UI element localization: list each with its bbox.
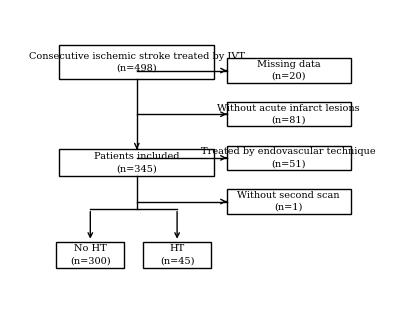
FancyBboxPatch shape xyxy=(59,149,214,176)
Text: Missing data
(n=20): Missing data (n=20) xyxy=(257,60,320,81)
Text: No HT
(n=300): No HT (n=300) xyxy=(70,244,111,265)
FancyBboxPatch shape xyxy=(56,242,124,268)
Text: Patients included
(n=345): Patients included (n=345) xyxy=(94,152,180,173)
FancyBboxPatch shape xyxy=(227,102,351,126)
Text: HT
(n=45): HT (n=45) xyxy=(160,244,194,265)
FancyBboxPatch shape xyxy=(227,58,351,83)
FancyBboxPatch shape xyxy=(143,242,211,268)
Text: Without acute infarct lesions
(n=81): Without acute infarct lesions (n=81) xyxy=(217,104,360,125)
Text: Treated by endovascular technique
(n=51): Treated by endovascular technique (n=51) xyxy=(201,147,376,168)
FancyBboxPatch shape xyxy=(227,146,351,170)
Text: Without second scan
(n=1): Without second scan (n=1) xyxy=(238,191,340,212)
Text: Consecutive ischemic stroke treated by IVT
(n=498): Consecutive ischemic stroke treated by I… xyxy=(29,52,245,72)
FancyBboxPatch shape xyxy=(59,45,214,79)
FancyBboxPatch shape xyxy=(227,189,351,214)
